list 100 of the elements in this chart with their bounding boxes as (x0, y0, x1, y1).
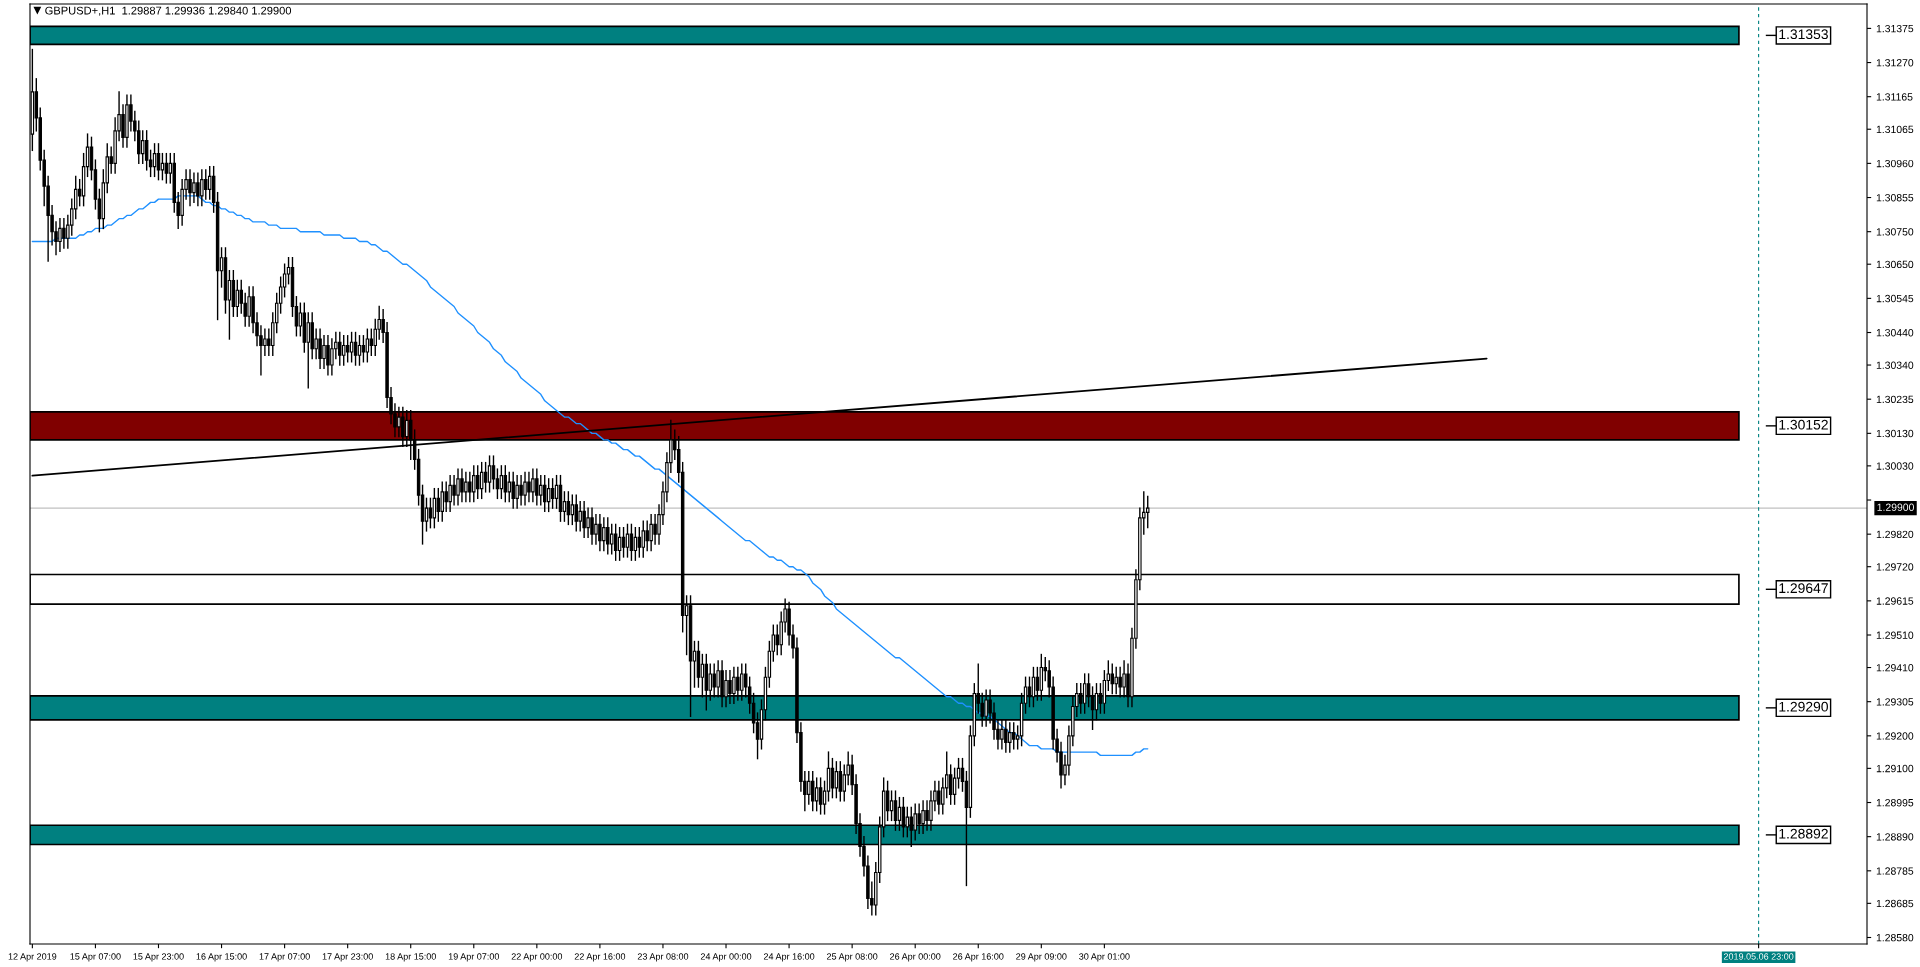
x-tick-label: 30 Apr 01:00 (1079, 953, 1130, 962)
y-tick-label: 1.30855 (1876, 194, 1914, 202)
x-tick-label: 22 Apr 16:00 (574, 953, 626, 962)
candlestick (361, 335, 366, 363)
candlestick (247, 286, 251, 327)
candlestick (531, 468, 535, 503)
ref-line-label: 1.29900 (1877, 503, 1914, 511)
candlestick (436, 487, 441, 522)
x-tick-label: 17 Apr 23:00 (322, 953, 373, 962)
candlestick (814, 777, 819, 812)
candlestick (952, 767, 957, 805)
candlestick (432, 487, 437, 529)
candlestick (207, 165, 212, 200)
candlestick (570, 494, 575, 526)
x-tick-label: 15 Apr 23:00 (133, 953, 184, 962)
candlestick (653, 513, 657, 545)
candlestick (645, 520, 649, 552)
candlestick (503, 465, 508, 503)
x-tick-label: 17 Apr 07:00 (259, 953, 310, 962)
candlestick (507, 471, 511, 503)
candlestick (609, 523, 614, 555)
candlestick (491, 455, 496, 490)
candlestick (369, 328, 374, 356)
candlestick (586, 507, 590, 539)
candlestick (326, 335, 330, 376)
y-tick-label: 1.28685 (1876, 899, 1914, 908)
y-tick-label: 1.30545 (1876, 294, 1914, 303)
candlestick (810, 770, 815, 812)
chart-title: GBPUSD+,H1 1.29887 1.29936 1.29840 1.29900 (45, 6, 292, 16)
candlestick (539, 474, 543, 506)
y-tick-label: 1.30030 (1876, 462, 1914, 470)
y-tick-label: 1.31270 (1876, 59, 1914, 67)
y-tick-label: 1.29305 (1876, 698, 1914, 706)
candlestick (807, 770, 811, 805)
candlestick (1145, 495, 1150, 529)
y-tick-label: 1.29200 (1876, 732, 1914, 740)
x-tick-label: 15 Apr 07:00 (70, 953, 121, 962)
y-tick-label: 1.29720 (1876, 563, 1914, 571)
candlestick (487, 455, 492, 493)
candlestick (948, 764, 953, 805)
y-tick-label: 1.28890 (1876, 833, 1914, 841)
candlestick (515, 474, 519, 509)
candlestick (140, 130, 145, 165)
candlestick (834, 761, 839, 799)
x-tick-label: 2019.05.06 23:00 (1723, 953, 1794, 960)
y-tick-label: 1.30650 (1876, 260, 1914, 269)
x-tick-label: 12 Apr 2019 (8, 953, 57, 962)
candlestick (641, 520, 645, 558)
candlestick (365, 328, 370, 363)
y-tick-label: 1.28785 (1876, 867, 1914, 875)
candlestick (511, 471, 515, 509)
candlestick (192, 172, 196, 204)
candlestick (468, 471, 472, 503)
candlestick (602, 517, 606, 552)
band-label: 1.30152 (1779, 419, 1828, 430)
y-tick-label: 1.30440 (1876, 329, 1914, 337)
y-tick-label: 1.29410 (1876, 664, 1914, 672)
candlestick (196, 172, 200, 207)
y-tick-label: 1.30235 (1876, 395, 1914, 404)
x-tick-label: 26 Apr 16:00 (953, 953, 1004, 962)
candlestick (637, 526, 642, 558)
x-tick-label: 23 Apr 08:00 (637, 953, 689, 962)
candlestick (452, 474, 456, 506)
band-label: 1.29647 (1779, 583, 1828, 594)
candlestick (460, 468, 464, 503)
candlestick (598, 513, 602, 552)
candlestick (542, 474, 547, 513)
candlestick (649, 513, 653, 552)
candlestick (594, 513, 598, 545)
y-tick-label: 1.30130 (1876, 429, 1914, 438)
candlestick (156, 143, 161, 181)
y-tick-label: 1.31065 (1876, 125, 1914, 134)
candlestick (160, 152, 165, 181)
y-tick-label: 1.31375 (1876, 24, 1914, 33)
y-tick-label: 1.29615 (1876, 597, 1914, 605)
candlestick (144, 130, 149, 171)
y-tick-label: 1.29100 (1876, 764, 1914, 773)
candlestick (818, 777, 823, 815)
candlestick (456, 468, 460, 506)
candlestick (345, 335, 350, 363)
candlestick (830, 757, 835, 799)
candlestick (444, 481, 448, 513)
candlestick (235, 279, 240, 317)
candlestick (523, 471, 527, 506)
x-tick-label: 26 Apr 00:00 (890, 953, 941, 962)
candlestick (200, 169, 204, 207)
y-tick-label: 1.29820 (1876, 530, 1914, 539)
candlestick (475, 465, 480, 500)
candlestick (204, 169, 208, 200)
candlestick (263, 328, 267, 356)
y-tick-label: 1.30340 (1876, 361, 1914, 369)
y-tick-label: 1.30960 (1876, 159, 1914, 168)
y-tick-label: 1.28995 (1876, 799, 1914, 807)
y-tick-label: 1.28580 (1876, 934, 1914, 942)
y-tick-label: 1.31165 (1876, 93, 1913, 101)
candlestick (838, 761, 843, 802)
candlestick (606, 517, 610, 555)
candlestick (440, 481, 444, 522)
candlestick (322, 335, 326, 369)
candlestick (937, 780, 941, 815)
